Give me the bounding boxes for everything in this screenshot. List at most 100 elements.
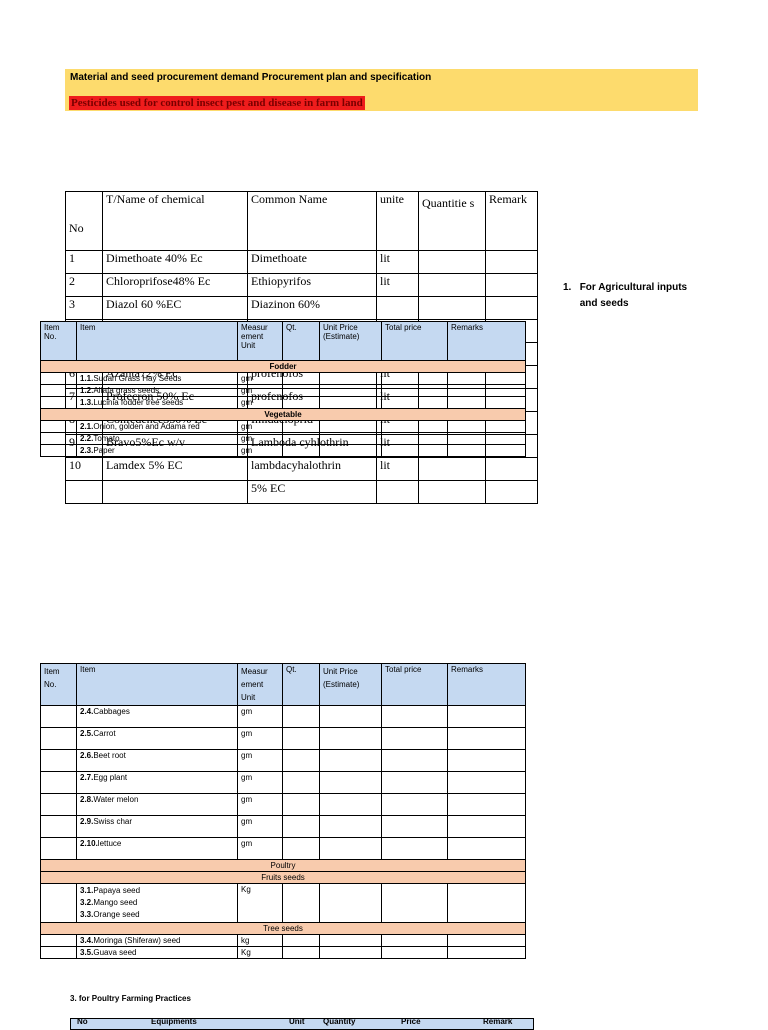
col-measurement-unit: Measur ement Unit (237, 321, 283, 361)
item-no-cell (40, 771, 77, 794)
empty-cell (319, 420, 382, 433)
pesticide-row: 5% EC (65, 480, 538, 504)
empty-cell (282, 883, 320, 923)
empty-cell (319, 771, 382, 794)
item-no-cell (40, 705, 77, 728)
equipment-header-cell: Quantity (323, 1017, 356, 1026)
empty-cell (447, 432, 526, 445)
item-code: 3.4. (80, 936, 94, 945)
table-row: 3.5.Guava seed Kg (40, 946, 526, 959)
empty-cell (447, 384, 526, 397)
item-no-cell (40, 384, 77, 397)
empty-cell (447, 934, 526, 947)
item-cell: 2.2.Tomato (76, 432, 238, 445)
item-cell: 3.1.Papaya seed 3.2.Mango seed 3.3.Orange … (76, 883, 238, 923)
item-code: 3.2. (80, 898, 94, 907)
row-no: 10 (65, 457, 103, 481)
empty-cell (282, 705, 320, 728)
row-common-name: Diazinon 60% (247, 296, 377, 320)
list-item: 3.2.Mango seed (80, 897, 234, 909)
item-cell: 1.3.Lucinia fodder tree seeds (76, 396, 238, 409)
side-note-text: For Agricultural inputs and seeds (579, 282, 688, 309)
item-name: Onion, golden and Adama red (93, 422, 200, 431)
equipment-table-header: No Equipments Unit Quantity Price Remark (70, 1017, 534, 1030)
item-name: Water melon (93, 795, 139, 804)
unit-cell: gm (237, 420, 283, 433)
unit-cell: gm (237, 396, 283, 409)
item-cell: 2.8.Water melon (76, 793, 238, 816)
table-row: 2.10.lettuce gm (40, 837, 526, 860)
unit-cell: Kg (237, 946, 283, 959)
item-no-cell (40, 946, 77, 959)
empty-cell (282, 815, 320, 838)
category-label: Fodder (40, 360, 526, 373)
empty-cell (282, 384, 320, 397)
item-code: 3.3. (80, 910, 94, 919)
item-no-cell (40, 749, 77, 772)
item-no-cell (40, 934, 77, 947)
equipment-header-cell: Equipments (151, 1017, 197, 1026)
item-cell: 2.1.Onion, golden and Adama red (76, 420, 238, 433)
empty-cell (381, 396, 448, 409)
item-name: lettuce (97, 839, 122, 848)
empty-cell (282, 420, 320, 433)
empty-cell (447, 793, 526, 816)
row-no: 1 (65, 250, 103, 274)
item-name: Cabbages (93, 707, 130, 716)
side-note: 1. For Agricultural inputs and seeds (563, 280, 695, 312)
row-no (65, 480, 103, 504)
row-trade-name: Lamdex 5% EC (102, 457, 248, 481)
item-name: Papaya seed (93, 886, 141, 895)
row-trade-name: Diazol 60 %EC (102, 296, 248, 320)
item-cell: 3.4.Moringa (Shiferaw) seed (76, 934, 238, 947)
col-total-price: Total price (381, 321, 448, 361)
item-cell: 2.3.Paper (76, 444, 238, 457)
unit-cell: gm (237, 771, 283, 794)
item-cell: 2.6.Beet root (76, 749, 238, 772)
empty-cell (282, 396, 320, 409)
item-code: 3.5. (80, 948, 94, 957)
col-unit-price: Unit Price (Estimate) (319, 321, 382, 361)
row-no: 2 (65, 273, 103, 297)
item-no-cell (40, 793, 77, 816)
unit-cell: kg (237, 934, 283, 947)
empty-cell (381, 444, 448, 457)
item-code: 2.8. (80, 795, 94, 804)
item-name: Guava seed (93, 948, 137, 957)
empty-cell (381, 420, 448, 433)
empty-cell (381, 771, 448, 794)
table-row: 3.1.Papaya seed 3.2.Mango seed 3.3.Orange … (40, 883, 526, 923)
unit-cell: gm (237, 727, 283, 750)
header-unit: unite (376, 191, 419, 251)
empty-cell (447, 946, 526, 959)
side-note-number: 1. (563, 282, 572, 293)
list-item: 3.1.Papaya seed (80, 885, 234, 897)
item-name: Egg plant (93, 773, 128, 782)
empty-cell (447, 705, 526, 728)
table-row: 2.9.Swiss char gm (40, 815, 526, 838)
empty-cell (381, 793, 448, 816)
empty-cell (319, 749, 382, 772)
col-remarks: Remarks (447, 663, 526, 706)
row-unit: lit (376, 273, 419, 297)
header-trade-name: T/Name of chemical (102, 191, 248, 251)
item-code: 2.2. (80, 434, 94, 443)
item-no-cell (40, 432, 77, 445)
pesticide-row: 3 Diazol 60 %EC Diazinon 60% (65, 296, 538, 320)
empty-cell (282, 771, 320, 794)
empty-cell (319, 396, 382, 409)
empty-cell (381, 837, 448, 860)
unit-cell: gm (237, 749, 283, 772)
empty-cell (447, 815, 526, 838)
category-label: Tree seeds (40, 922, 526, 935)
empty-cell (447, 727, 526, 750)
empty-cell (319, 727, 382, 750)
item-cell: 3.5.Guava seed (76, 946, 238, 959)
document-subtitle: Pesticides used for control insect pest … (69, 96, 365, 110)
table-row: 2.7.Egg plant gm (40, 771, 526, 794)
category-row: Fruits seeds (40, 871, 526, 884)
empty-cell (282, 793, 320, 816)
header-common-name: Common Name (247, 191, 377, 251)
empty-cell (319, 444, 382, 457)
empty-cell (319, 432, 382, 445)
